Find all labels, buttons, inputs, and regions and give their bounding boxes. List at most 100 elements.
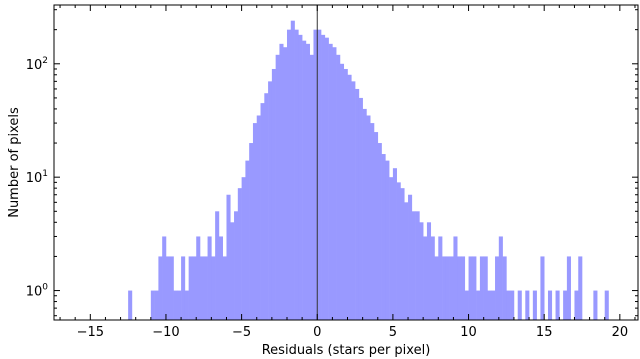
histogram-bar <box>321 34 326 320</box>
histogram-bar <box>396 182 401 320</box>
histogram-bar <box>377 143 382 320</box>
histogram-bar <box>339 63 345 320</box>
y-tick-label: 101 <box>26 169 48 186</box>
histogram-bar <box>169 256 174 320</box>
histogram-bar <box>351 81 356 320</box>
histogram-bars <box>128 20 609 321</box>
histogram-bar <box>200 256 205 320</box>
histogram-bar <box>483 256 488 320</box>
y-axis-label: Number of pixels <box>7 107 22 218</box>
histogram-bar <box>408 194 413 320</box>
histogram-bar <box>476 290 481 320</box>
histogram-bar <box>426 222 432 320</box>
histogram-bar <box>404 202 409 320</box>
histogram-bar <box>184 290 189 320</box>
histogram-bar <box>430 236 435 320</box>
histogram-bar <box>464 290 469 320</box>
x-axis-label: Residuals (stars per pixel) <box>262 343 431 358</box>
histogram-bar <box>472 256 477 320</box>
histogram-bar <box>324 37 329 320</box>
histogram-bar <box>237 188 242 320</box>
histogram-bar <box>498 236 503 320</box>
x-axis-ticks: −15 −10 −5 0 5 10 15 20 <box>59 5 636 340</box>
histogram-bar <box>294 29 299 320</box>
histogram-bar <box>332 47 337 320</box>
histogram-bar <box>502 256 507 320</box>
histogram-bar <box>355 88 360 320</box>
histogram-bar <box>366 115 371 321</box>
histogram-bar <box>400 188 405 320</box>
histogram-bar <box>158 256 163 320</box>
histogram-bar <box>336 54 341 321</box>
histogram-bar <box>268 81 273 320</box>
histogram-bar <box>154 290 159 320</box>
histogram-bar <box>298 34 303 320</box>
x-tick-label: 15 <box>536 325 553 340</box>
histogram-bar <box>188 256 193 320</box>
histogram-bar <box>264 93 269 320</box>
histogram-bar <box>468 256 473 320</box>
histogram-bar <box>547 290 553 320</box>
histogram-bar <box>362 108 367 320</box>
histogram-bar <box>358 97 363 320</box>
x-tick-label: −10 <box>152 325 179 340</box>
histogram-bar <box>245 160 250 320</box>
histogram-bar <box>347 74 352 320</box>
histogram-bar <box>305 43 310 320</box>
histogram-bar <box>457 256 462 320</box>
histogram-bar <box>286 29 292 320</box>
histogram-bar <box>578 256 583 320</box>
histogram-bar <box>506 290 511 320</box>
histogram-bar <box>343 68 348 320</box>
x-tick-label: −15 <box>77 325 104 340</box>
histogram-bar <box>309 54 314 321</box>
histogram-bar <box>203 256 208 320</box>
histogram-bar <box>563 290 568 320</box>
histogram-bar <box>495 256 500 320</box>
histogram-bar <box>271 68 276 320</box>
histogram-bar <box>222 256 227 320</box>
histogram-bar <box>445 256 450 320</box>
x-tick-label: 10 <box>460 325 477 340</box>
histogram-bar <box>373 132 379 320</box>
histogram-bar <box>517 290 522 320</box>
histogram-bar <box>192 256 197 320</box>
histogram-bar <box>442 256 447 320</box>
histogram-bar <box>177 290 182 320</box>
histogram-bar <box>290 20 295 321</box>
histogram-bar <box>381 154 386 320</box>
histogram-bar <box>593 290 598 320</box>
histogram-bar <box>173 290 178 320</box>
histogram-bar <box>385 160 390 320</box>
histogram-bar <box>256 115 261 321</box>
histogram-bar <box>196 236 201 320</box>
histogram-bar <box>215 211 220 320</box>
histogram-bar <box>128 290 133 320</box>
histogram-bar <box>252 123 258 320</box>
histogram-bar <box>540 256 545 320</box>
histogram-bar <box>279 43 284 320</box>
x-tick-label: 20 <box>612 325 629 340</box>
histogram-bar <box>328 43 333 320</box>
histogram-bar <box>370 123 375 320</box>
y-tick-label: 100 <box>26 283 49 300</box>
histogram-bar <box>218 236 223 320</box>
x-tick-label: −5 <box>232 325 251 340</box>
histogram-bar <box>226 194 231 320</box>
histogram-bar <box>211 256 216 320</box>
histogram-bar <box>165 256 171 320</box>
histogram-bar <box>260 103 265 320</box>
histogram-bar <box>181 256 186 320</box>
histogram-bar <box>162 236 167 320</box>
histogram-bar <box>574 290 579 320</box>
histogram-bar <box>234 211 239 320</box>
histogram-bar <box>419 222 424 320</box>
histogram-bar <box>604 290 609 320</box>
histogram-bar <box>566 256 571 320</box>
histogram-bar <box>389 177 394 320</box>
histogram-bar <box>207 236 212 320</box>
histogram-bar <box>415 211 420 320</box>
plot-frame <box>53 4 639 321</box>
histogram-bar <box>555 290 560 320</box>
histogram-bar <box>302 40 307 321</box>
